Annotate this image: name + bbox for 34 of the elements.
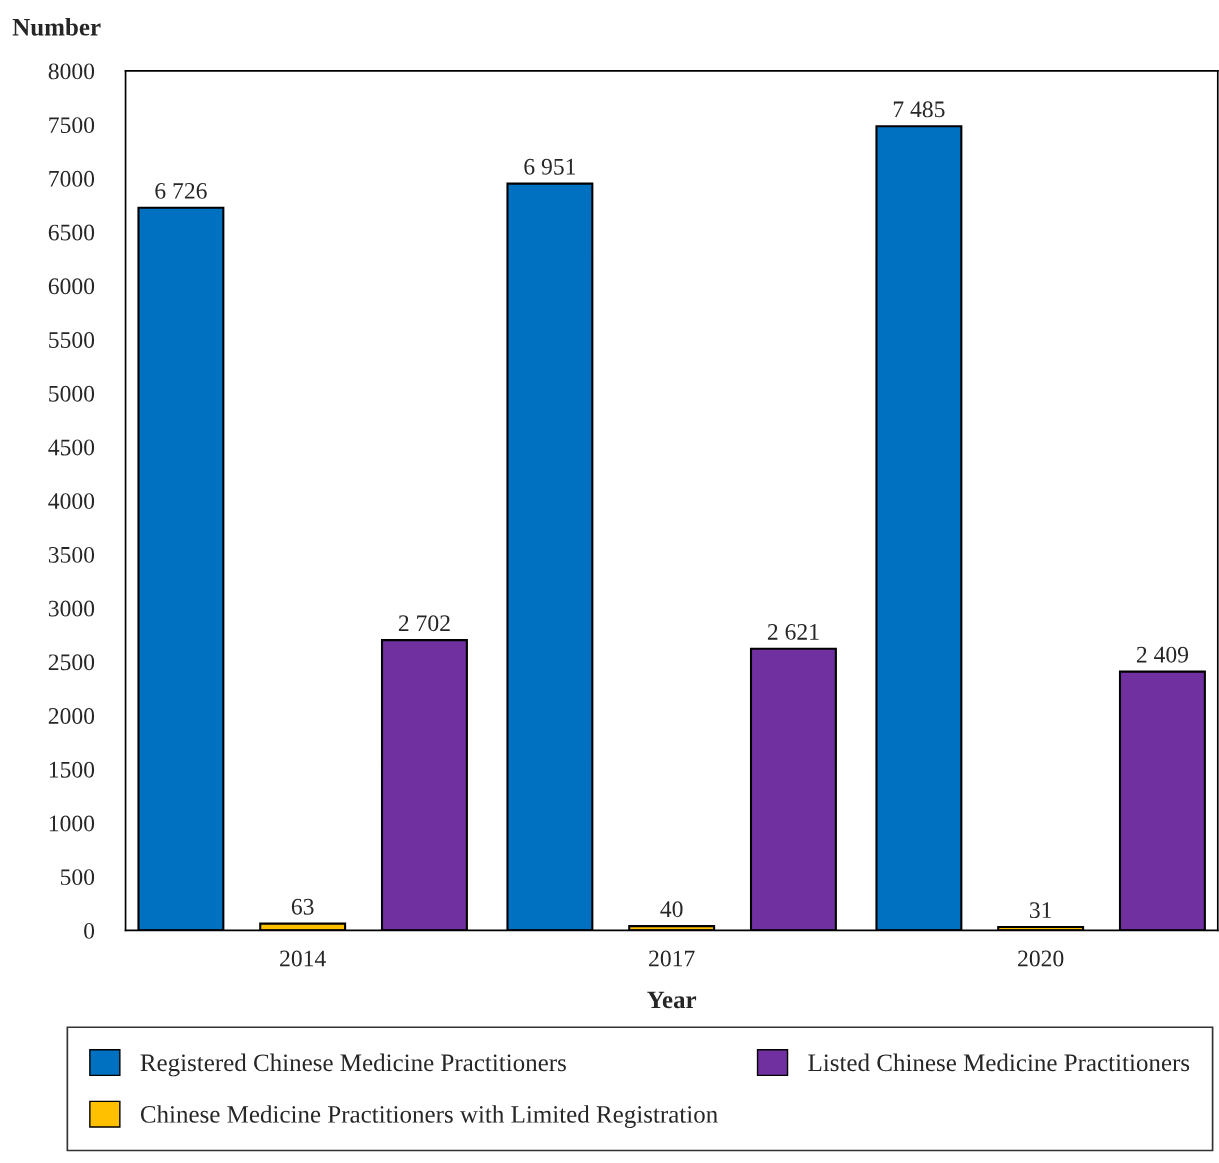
x-tick-label: 2017: [649, 950, 695, 967]
y-tick-label: 3000: [48, 600, 95, 617]
legend-label: Chinese Medicine Practitioners with Limited Registration: [140, 1105, 718, 1128]
data-label: 7 485: [893, 101, 945, 118]
y-tick-label: 1000: [49, 815, 95, 832]
data-label: 63: [291, 898, 314, 915]
x-axis-title: Year: [647, 991, 697, 1009]
data-label: 2 621: [767, 623, 819, 640]
y-tick-label: 4000: [48, 493, 95, 510]
legend-label: Registered Chinese Medicine Practitioners: [140, 1053, 566, 1077]
y-tick-label: 2500: [48, 654, 95, 671]
y-tick-label: 5500: [49, 332, 95, 348]
y-axis-title: Number: [12, 18, 101, 36]
y-tick-label: 4500: [48, 439, 95, 456]
legend-label: Listed Chinese Medicine Practitioners: [808, 1053, 1190, 1072]
y-tick-label: 1500: [49, 761, 95, 778]
y-tick-label: 6000: [48, 278, 95, 295]
data-label: 6 951: [524, 158, 576, 175]
y-tick-label: 500: [60, 869, 95, 886]
x-tick-label: 2020: [1018, 950, 1064, 967]
data-label: 31: [1029, 902, 1052, 919]
data-label: 2 409: [1136, 646, 1189, 663]
data-label: 2 702: [398, 615, 450, 632]
y-tick-label: 7500: [49, 117, 95, 134]
data-label: 40: [660, 901, 683, 918]
y-tick-label: 6500: [48, 224, 95, 241]
y-tick-label: 8000: [48, 63, 95, 80]
data-label: 6 726: [155, 182, 207, 199]
y-tick-label: 0: [84, 922, 95, 939]
y-tick-label: 3500: [48, 546, 95, 563]
y-tick-label: 5000: [49, 385, 95, 402]
x-tick-label: 2014: [280, 950, 326, 967]
y-tick-label: 2000: [48, 708, 95, 724]
y-tick-label: 7000: [49, 170, 95, 187]
